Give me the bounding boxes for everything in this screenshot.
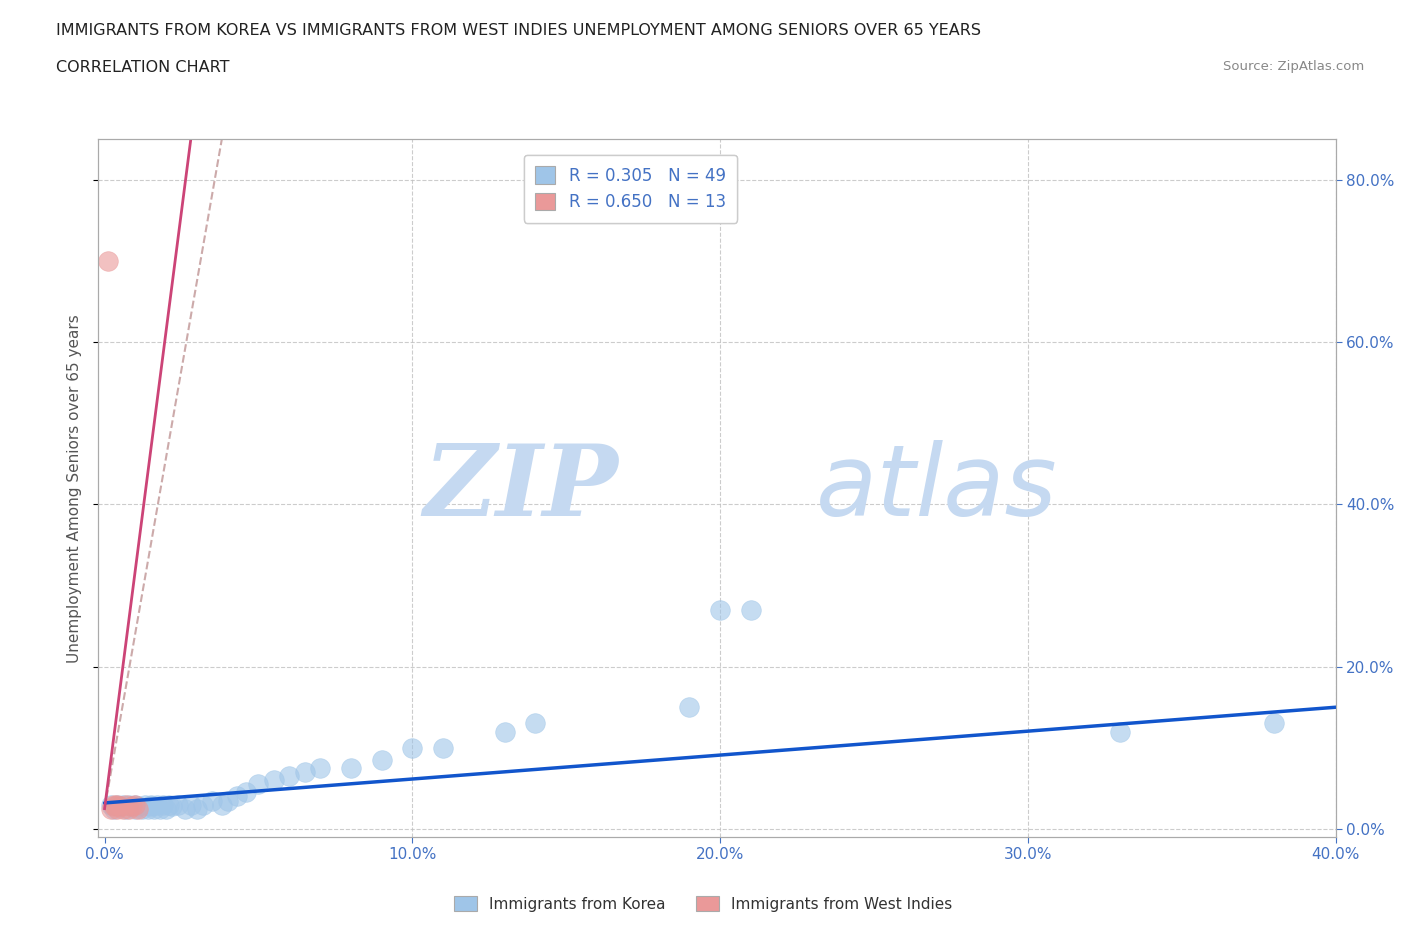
Point [100, 801, 122, 816]
Point [263, 773, 285, 788]
Point [103, 799, 125, 814]
Point [108, 799, 131, 814]
Point [121, 799, 143, 814]
Point [180, 797, 202, 812]
Point [146, 797, 169, 812]
Point [139, 799, 162, 814]
Point [131, 801, 153, 816]
Legend: Immigrants from Korea, Immigrants from West Indies: Immigrants from Korea, Immigrants from W… [447, 889, 959, 918]
Point [103, 797, 125, 812]
Point [155, 801, 177, 816]
Point [134, 797, 156, 812]
Point [494, 724, 516, 739]
Point [235, 785, 257, 800]
Point [294, 764, 316, 779]
Point [217, 793, 239, 808]
Point [370, 752, 392, 767]
Point [157, 797, 180, 812]
Point [112, 801, 135, 816]
Point [118, 801, 141, 816]
Point [401, 740, 423, 755]
Point [173, 801, 195, 816]
Point [247, 777, 270, 791]
Point [162, 799, 184, 814]
Point [139, 797, 162, 812]
Point [127, 801, 149, 816]
Point [136, 801, 159, 816]
Text: ZIP: ZIP [423, 440, 619, 537]
Point [191, 797, 214, 812]
Point [105, 801, 128, 816]
Point [108, 799, 131, 814]
Point [1263, 716, 1285, 731]
Point [142, 801, 165, 816]
Point [127, 799, 149, 814]
Point [152, 797, 174, 812]
Point [112, 797, 135, 812]
Point [103, 801, 125, 816]
Point [115, 797, 138, 812]
Point [124, 797, 146, 812]
Text: CORRELATION CHART: CORRELATION CHART [56, 60, 229, 75]
Point [226, 789, 249, 804]
Point [100, 797, 122, 812]
Point [709, 603, 731, 618]
Point [278, 769, 301, 784]
Point [678, 699, 700, 714]
Point [105, 797, 128, 812]
Point [340, 761, 363, 776]
Point [740, 603, 762, 618]
Point [211, 797, 233, 812]
Text: IMMIGRANTS FROM KOREA VS IMMIGRANTS FROM WEST INDIES UNEMPLOYMENT AMONG SENIORS : IMMIGRANTS FROM KOREA VS IMMIGRANTS FROM… [56, 23, 981, 38]
Text: Source: ZipAtlas.com: Source: ZipAtlas.com [1223, 60, 1364, 73]
Point [121, 799, 143, 814]
Y-axis label: Unemployment Among Seniors over 65 years: Unemployment Among Seniors over 65 years [67, 314, 83, 662]
Point [124, 797, 146, 812]
Point [201, 793, 224, 808]
Point [1109, 724, 1132, 739]
Text: atlas: atlas [815, 440, 1057, 537]
Point [167, 797, 190, 812]
Point [118, 797, 141, 812]
Point [97, 254, 120, 269]
Legend: R = 0.305   N = 49, R = 0.650   N = 13: R = 0.305 N = 49, R = 0.650 N = 13 [523, 154, 737, 223]
Point [149, 801, 172, 816]
Point [186, 801, 208, 816]
Point [309, 761, 332, 776]
Point [105, 797, 128, 812]
Point [432, 740, 454, 755]
Point [524, 716, 547, 731]
Point [124, 801, 146, 816]
Point [115, 801, 138, 816]
